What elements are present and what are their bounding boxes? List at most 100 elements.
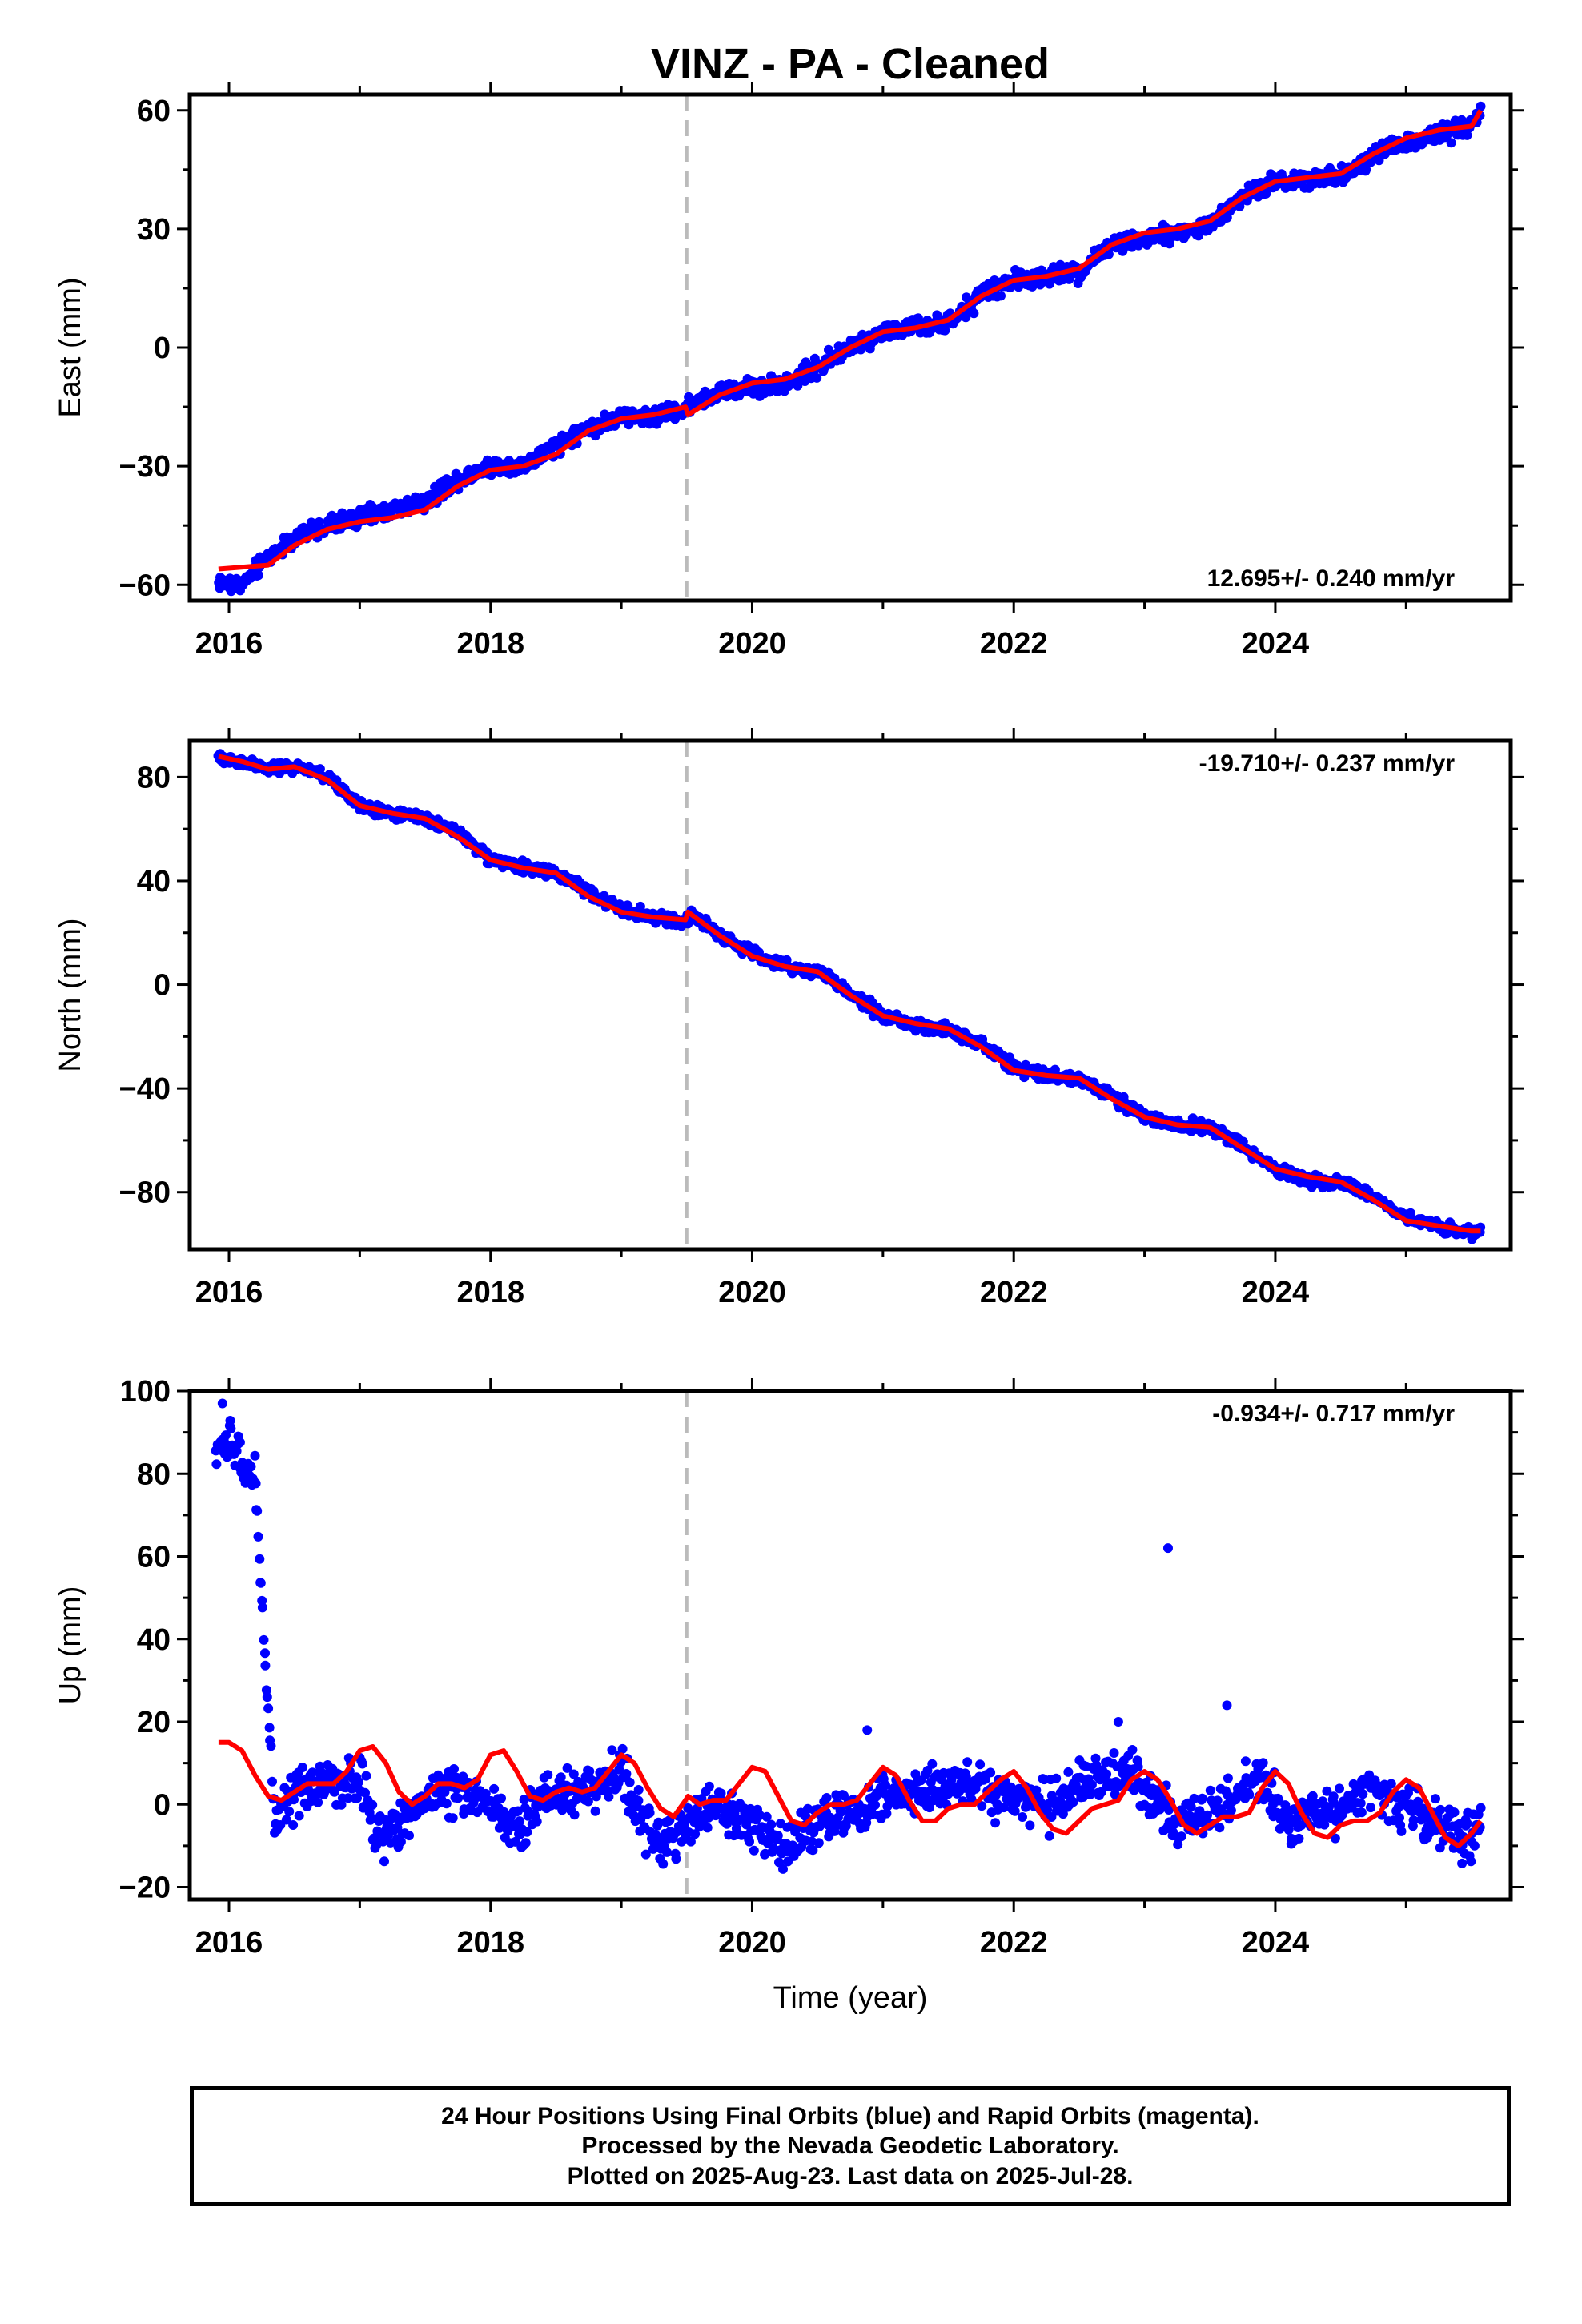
position-point <box>1133 1762 1143 1772</box>
position-point <box>1086 1787 1097 1798</box>
position-point <box>961 312 971 323</box>
position-point <box>1366 157 1376 167</box>
outlier-point <box>862 1725 873 1735</box>
position-point <box>1176 1831 1186 1842</box>
position-point <box>231 1446 242 1456</box>
plot-area <box>211 1391 1486 1900</box>
position-point <box>969 308 979 319</box>
position-point <box>998 1803 1009 1813</box>
position-point <box>1018 1812 1027 1822</box>
position-point <box>1413 1796 1423 1807</box>
position-point <box>297 1763 307 1773</box>
position-point <box>1431 1794 1440 1804</box>
model-line <box>218 754 1481 1234</box>
position-point <box>1109 1748 1119 1758</box>
position-point <box>1330 1833 1340 1844</box>
position-point <box>1110 1789 1120 1799</box>
x-tick-label: 2024 <box>1242 1276 1310 1309</box>
position-point <box>361 1771 371 1781</box>
model-line <box>218 109 1483 572</box>
position-point <box>1058 1809 1068 1819</box>
position-point <box>962 1757 973 1767</box>
position-point <box>1063 1767 1074 1777</box>
y-axis-label: East (mm) <box>54 277 87 417</box>
y-axis-label: Up (mm) <box>54 1586 87 1705</box>
position-point <box>813 1838 824 1848</box>
position-point <box>396 1836 406 1847</box>
x-tick-label: 2024 <box>1242 1926 1310 1960</box>
position-point <box>1212 1795 1223 1806</box>
position-point <box>1192 1818 1203 1828</box>
position-point <box>749 1845 759 1856</box>
position-point <box>1319 1819 1330 1830</box>
position-point <box>313 1797 323 1807</box>
position-point <box>1469 1840 1480 1851</box>
outlier-point <box>1222 1700 1232 1711</box>
outlier-point <box>217 1398 227 1409</box>
position-point <box>1197 1793 1207 1803</box>
position-point <box>1294 1833 1304 1844</box>
model-line <box>218 1739 1483 1848</box>
position-point <box>910 1769 921 1779</box>
position-point <box>761 1811 772 1822</box>
position-point <box>637 419 648 428</box>
position-point <box>568 1769 579 1779</box>
panel-frame <box>187 738 1513 1252</box>
position-point <box>453 1793 464 1803</box>
position-point <box>569 1810 580 1820</box>
x-tick-label: 2016 <box>195 1276 263 1309</box>
x-tick-label: 2020 <box>718 1276 786 1309</box>
position-point <box>1366 1803 1375 1813</box>
position-point <box>315 764 325 774</box>
y-tick-label: 30 <box>137 213 171 247</box>
position-point <box>644 1807 655 1818</box>
position-point <box>225 1416 235 1425</box>
position-point <box>881 1780 890 1791</box>
panel-frame <box>187 1389 1513 1902</box>
x-tick-label: 2018 <box>456 1926 524 1960</box>
position-point <box>235 1437 245 1448</box>
x-axis-label: Time (year) <box>773 1981 928 2015</box>
position-point <box>1457 1858 1468 1868</box>
position-point <box>253 1531 263 1542</box>
north-panel: 2016 2018 2020 2022 2024 −80 −40 0 40 80 North (mm… <box>54 728 1524 1309</box>
position-point <box>1050 1064 1060 1075</box>
velocity-label: -0.934+/- 0.717 mm/yr <box>1212 1401 1455 1427</box>
position-point <box>702 1823 713 1833</box>
position-point <box>378 1836 388 1847</box>
position-point <box>1466 1856 1476 1867</box>
position-point <box>261 1685 271 1695</box>
y-tick-label: −60 <box>119 569 171 602</box>
position-point <box>1261 188 1271 199</box>
position-point <box>562 1763 572 1773</box>
position-point <box>441 1799 452 1809</box>
figure-title: VINZ - PA - Cleaned <box>651 40 1050 88</box>
position-point <box>251 1478 261 1489</box>
position-point <box>520 1838 531 1848</box>
position-point <box>1103 249 1114 259</box>
position-point <box>690 1829 701 1839</box>
position-point <box>766 1819 777 1830</box>
y-tick-label: 0 <box>154 1788 171 1822</box>
position-point <box>1361 164 1371 175</box>
position-point <box>284 1807 295 1817</box>
up-panel: 2016 2018 2020 2022 2024 −20 0 20 40 60 80 100 Up (m… <box>54 1375 1524 2015</box>
position-point <box>590 1806 600 1816</box>
position-point <box>1446 138 1456 148</box>
position-point <box>1090 1753 1101 1763</box>
position-point <box>617 1743 628 1754</box>
position-point <box>1307 1791 1318 1801</box>
position-point <box>1322 1786 1332 1796</box>
position-point <box>1358 1789 1368 1799</box>
position-point <box>1244 1790 1255 1800</box>
position-point <box>260 1660 271 1671</box>
position-point <box>716 1788 726 1799</box>
position-point <box>614 1764 624 1775</box>
position-point <box>294 1811 304 1821</box>
position-point <box>1205 1785 1215 1795</box>
position-point <box>604 1791 614 1802</box>
position-point <box>1051 1773 1062 1783</box>
position-point <box>1476 1803 1486 1813</box>
position-point <box>250 1450 260 1461</box>
position-point <box>440 1787 450 1797</box>
